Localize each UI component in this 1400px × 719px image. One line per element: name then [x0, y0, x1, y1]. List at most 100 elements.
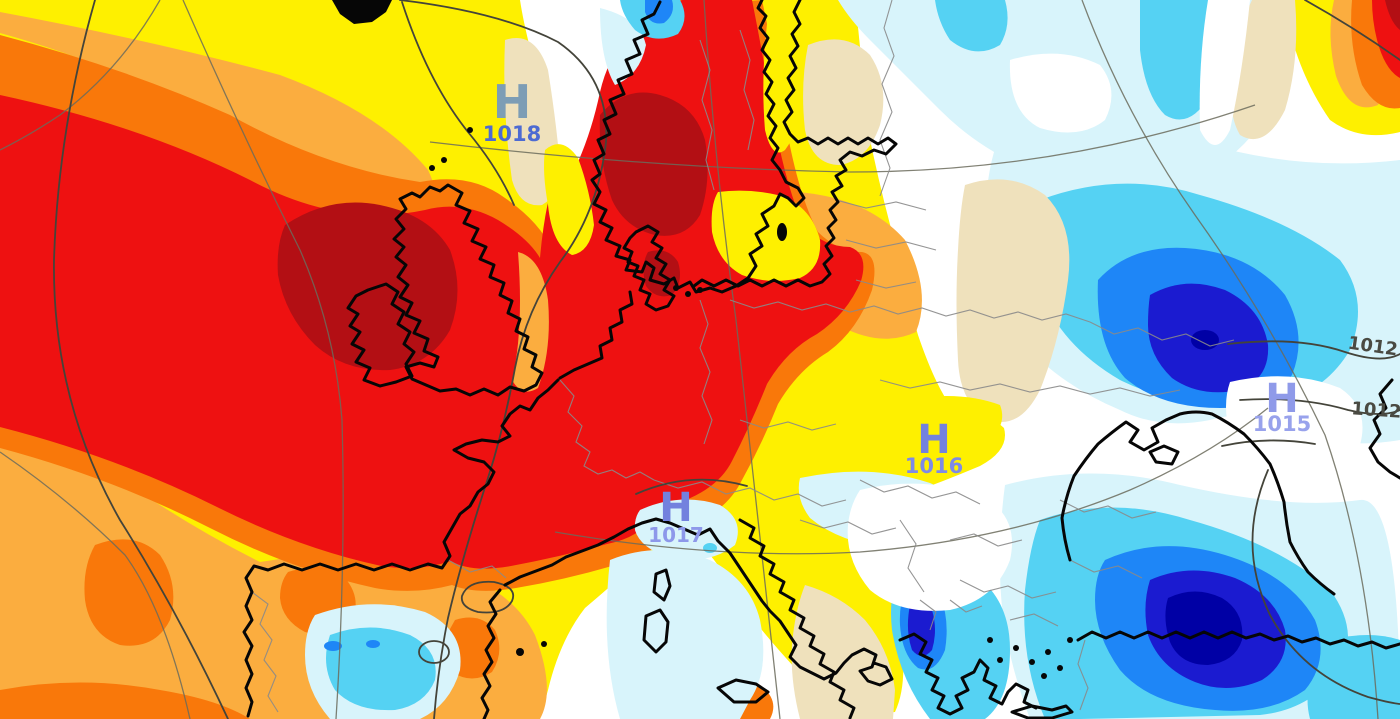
- high-pressure-label-1016: H 1016: [905, 417, 963, 478]
- warm-anomaly-region-amber: [512, 252, 549, 392]
- country-border: [739, 419, 837, 431]
- isobar-contour: [1239, 398, 1400, 415]
- high-pressure-value: 1018: [483, 122, 541, 146]
- isobar-contour: [418, 640, 450, 664]
- country-border: [1059, 499, 1157, 579]
- warm-anomaly-region-dark-red: [277, 202, 458, 371]
- isobar-contour: [401, 1, 515, 206]
- high-pressure-value: 1017: [648, 523, 704, 547]
- country-border: [559, 379, 655, 481]
- neutral-region-cream: [803, 39, 884, 165]
- coastline-aegean-island: [1013, 645, 1019, 651]
- high-pressure-label-1015: H 1015: [1253, 376, 1311, 436]
- cold-anomaly-region-cyan: [1140, 0, 1219, 120]
- cold-anomaly-region-cyan: [326, 627, 436, 711]
- country-border: [447, 559, 507, 579]
- graticule-line: [429, 104, 1256, 173]
- country-border: [699, 29, 755, 191]
- warm-anomaly-region-dark-red: [599, 92, 708, 236]
- neutral-region-white: [1199, 0, 1250, 145]
- isobar-contour: [1221, 439, 1316, 447]
- coastline-scottish-isle: [429, 165, 435, 171]
- isobar-value-label: 1012: [1351, 398, 1400, 422]
- coastline-denmark: [622, 224, 676, 312]
- warm-anomaly-region-yellow: [763, 0, 812, 153]
- warm-anomaly-region-orange: [84, 539, 174, 646]
- isobar-contour: [635, 478, 748, 495]
- neutral-region-cream: [791, 585, 895, 719]
- coastline-italy: [503, 517, 894, 687]
- high-pressure-label-1018: H 1018: [483, 75, 541, 146]
- country-border: [879, 0, 895, 197]
- coastline-france-iberia: [242, 378, 560, 718]
- coastline-iceland: [332, 0, 392, 24]
- isobar-contour: [460, 580, 515, 614]
- coastline-shetland: [467, 127, 473, 133]
- coastline-balearic-island: [541, 641, 547, 647]
- warm-anomaly-region-dark-red: [1385, 0, 1400, 30]
- coastline-aegean-island: [997, 657, 1003, 663]
- coastline-island-gotland: [777, 223, 787, 241]
- coastline-caspian: [1368, 378, 1400, 480]
- isobar-contour-layer: [53, 0, 1400, 719]
- country-border: [1089, 321, 1235, 347]
- isobar-contour: [53, 0, 229, 719]
- isobar-contour: [1227, 340, 1400, 360]
- high-pressure-symbol: H: [917, 417, 950, 463]
- coastline-aegean-island: [987, 637, 993, 643]
- cold-anomaly-spot: [366, 640, 380, 648]
- coastline-sardinia: [642, 608, 670, 654]
- coastline-island: [697, 287, 703, 293]
- coastline-north-sea: [558, 290, 634, 380]
- graticule-line: [1081, 0, 1379, 719]
- neutral-region-cream: [1231, 0, 1297, 140]
- isobar-value: 1012: [1351, 398, 1400, 422]
- isobar-contour: [399, 0, 608, 719]
- coastline-black-sea: [1060, 410, 1336, 596]
- cold-anomaly-region-pale: [606, 550, 764, 719]
- country-border: [653, 479, 847, 507]
- graticule-line: [554, 407, 1269, 555]
- cold-anomaly-spot: [324, 641, 342, 651]
- coastline-scottish-isle: [441, 157, 447, 163]
- coastline-scandinavia: [590, 0, 806, 294]
- country-border: [729, 299, 1091, 323]
- coastline-corsica: [652, 568, 672, 602]
- coastline-spain-mediterranean: [480, 588, 502, 719]
- coastline-crete: [1010, 704, 1074, 719]
- coastline-bothnia-baltic: [692, 0, 898, 288]
- coastline-ireland: [346, 282, 416, 388]
- neutral-region-white: [847, 483, 1012, 611]
- neutral-region-cream: [956, 179, 1070, 422]
- cold-anomaly-region-navy: [1191, 330, 1219, 350]
- high-pressure-symbol: H: [659, 485, 692, 531]
- country-border: [919, 599, 1089, 711]
- coastline-sicily: [716, 678, 770, 704]
- coastline-island: [685, 291, 691, 297]
- coastline-great-britain: [392, 183, 544, 397]
- warm-anomaly-region-yellow: [901, 396, 1003, 455]
- high-pressure-label-1017: H 1017: [648, 485, 704, 547]
- country-border: [835, 199, 937, 289]
- high-pressure-symbol: H: [1265, 376, 1298, 422]
- country-border: [879, 379, 1181, 397]
- cold-anomaly-region-blue: [645, 0, 673, 24]
- neutral-region-white: [1009, 53, 1112, 133]
- country-border: [859, 479, 1059, 627]
- graticule-line: [182, 0, 344, 719]
- coastline-aegean-island: [1067, 637, 1073, 643]
- country-border: [251, 591, 279, 713]
- country-border: [799, 519, 897, 535]
- isobar-contour: [1251, 469, 1400, 705]
- high-pressure-symbol: H: [493, 75, 532, 129]
- graticule-line: [703, 0, 781, 719]
- cold-anomaly-region-navy: [1165, 591, 1243, 665]
- coastline-adriatic-east: [738, 518, 856, 719]
- coastline-aegean-island: [1029, 659, 1035, 665]
- high-pressure-value: 1015: [1253, 412, 1311, 436]
- coastline-aegean-island: [1041, 673, 1047, 679]
- coastline-aegean-island: [1045, 649, 1051, 655]
